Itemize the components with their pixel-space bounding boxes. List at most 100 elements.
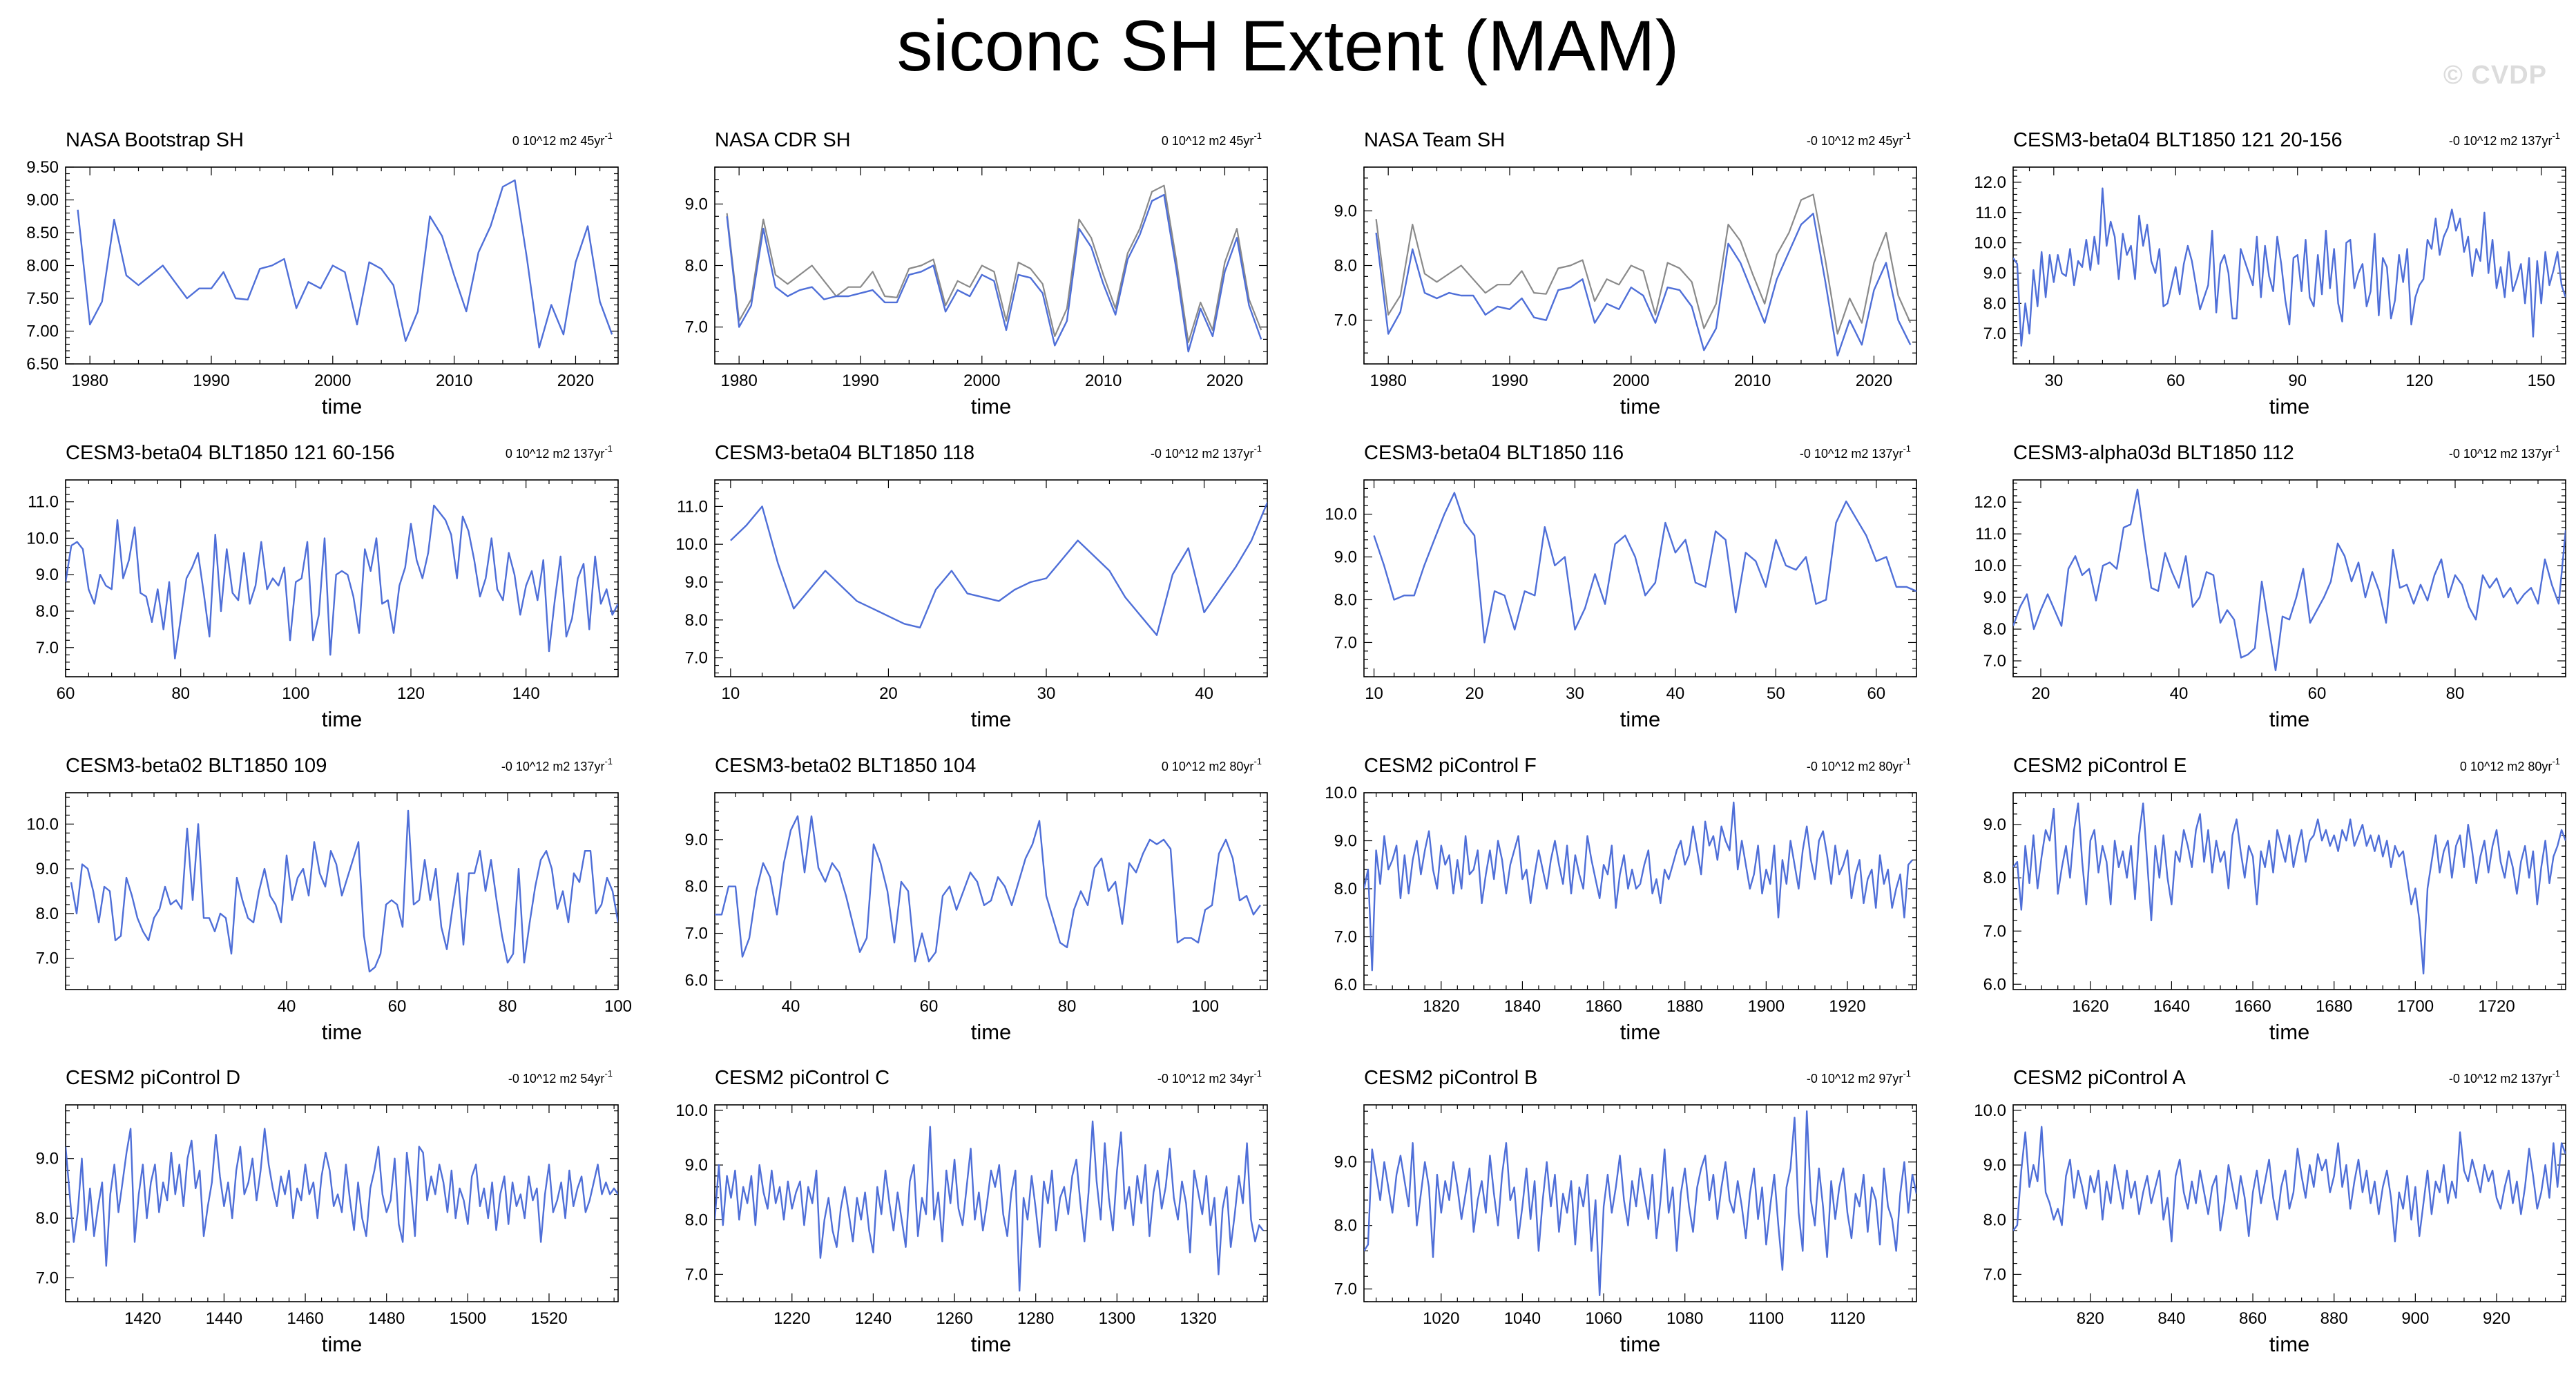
x-tick-label: 2010 <box>436 372 472 390</box>
trend-stat-exponent: -1 <box>1253 756 1262 767</box>
panel-title: CESM3-beta04 BLT1850 118 <box>715 442 974 464</box>
y-tick-label: 8.0 <box>1334 880 1357 898</box>
chart-main-title: siconc SH Extent (MAM) <box>896 6 1680 86</box>
y-tick-label: 7.0 <box>1334 928 1357 947</box>
x-tick-label: 100 <box>1191 997 1219 1016</box>
x-axis-label: time <box>2269 394 2310 418</box>
x-tick-label: 1420 <box>124 1309 161 1328</box>
x-tick-label: 1680 <box>2316 997 2352 1016</box>
panel-trend-stat: 0 10^12 m2 137yr-1 <box>506 443 613 461</box>
x-axis-label: time <box>1620 394 1661 418</box>
x-tick-label: 40 <box>2170 684 2189 703</box>
x-tick-label: 1120 <box>1829 1309 1865 1328</box>
x-tick-label: 40 <box>1195 684 1213 703</box>
x-tick-label: 2000 <box>1613 372 1649 390</box>
x-tick-label: 30 <box>2044 372 2063 390</box>
x-axis-label: time <box>2269 1020 2310 1044</box>
chart-panel-15: CESM2 piControl B -0 10^12 m2 97yr-1 7.0 8.… <box>1334 1067 1917 1356</box>
x-tick-label: 820 <box>2077 1309 2104 1328</box>
trend-stat-exponent: -1 <box>1903 1068 1911 1079</box>
chart-panel-10: CESM3-beta02 BLT1850 104 0 10^12 m2 80yr-… <box>685 755 1268 1044</box>
x-tick-label: 1480 <box>368 1309 405 1328</box>
cvdp-watermark: © CVDP <box>2443 61 2547 90</box>
panel-trend-stat: -0 10^12 m2 45yr-1 <box>1807 131 1911 148</box>
trend-stat-text: -0 10^12 m2 137yr <box>501 760 605 773</box>
chart-panel-2: NASA CDR SH 0 10^12 m2 45yr-1 7.0 8.0 9.0 198… <box>685 129 1268 418</box>
x-axis-label: time <box>971 1332 1012 1356</box>
y-tick-label: 7.0 <box>685 1265 708 1284</box>
y-tick-label: 8.0 <box>1983 869 2006 887</box>
x-tick-label: 40 <box>1666 684 1685 703</box>
trend-stat-exponent: -1 <box>2552 756 2560 767</box>
chart-panel-11: CESM2 piControl F -0 10^12 m2 80yr-1 6.0 7.… <box>1325 755 1917 1044</box>
trend-stat-text: -0 10^12 m2 137yr <box>2449 447 2553 461</box>
y-tick-label: 7.0 <box>36 639 59 657</box>
x-tick-label: 150 <box>2528 372 2555 390</box>
x-tick-label: 900 <box>2401 1309 2429 1328</box>
y-tick-label: 6.0 <box>1983 975 2006 994</box>
plot-frame <box>65 792 619 990</box>
x-tick-label: 50 <box>1767 684 1785 703</box>
x-tick-label: 60 <box>1867 684 1885 703</box>
trend-stat-exponent: -1 <box>604 131 613 141</box>
y-tick-label: 9.0 <box>1983 264 2006 282</box>
x-tick-label: 1440 <box>206 1309 242 1328</box>
panel-title: NASA Bootstrap SH <box>66 129 244 151</box>
y-tick-label: 12.0 <box>1974 493 2006 512</box>
panel-title: NASA Team SH <box>1364 129 1505 151</box>
y-tick-label: 6.0 <box>1334 976 1357 994</box>
x-axis-label: time <box>322 1332 363 1356</box>
chart-panel-3: NASA Team SH -0 10^12 m2 45yr-1 7.0 8.0 9.0 1… <box>1334 129 1917 418</box>
panel-title: CESM2 piControl C <box>715 1067 890 1089</box>
x-tick-label: 1220 <box>773 1309 810 1328</box>
plot-frame <box>1363 792 1917 990</box>
x-tick-label: 2010 <box>1734 372 1771 390</box>
y-tick-label: 9.0 <box>685 1156 708 1175</box>
x-tick-label: 60 <box>2308 684 2327 703</box>
series-line-model <box>70 809 618 973</box>
x-tick-label: 100 <box>282 684 309 703</box>
trend-stat-text: 0 10^12 m2 45yr <box>1162 134 1254 148</box>
y-tick-label: 9.0 <box>36 860 59 878</box>
x-tick-label: 80 <box>1058 997 1077 1016</box>
trend-stat-text: -0 10^12 m2 34yr <box>1157 1072 1254 1086</box>
y-tick-label: 7.0 <box>1983 922 2006 941</box>
x-axis-label: time <box>971 707 1012 731</box>
x-tick-label: 1060 <box>1585 1309 1622 1328</box>
x-tick-label: 30 <box>1037 684 1056 703</box>
plot-frame <box>714 479 1268 677</box>
panel-title: CESM2 piControl E <box>2013 755 2186 777</box>
x-tick-label: 100 <box>604 997 632 1016</box>
y-tick-label: 7.0 <box>36 950 59 968</box>
y-tick-label: 7.0 <box>1983 1265 2006 1284</box>
y-tick-label: 8.00 <box>26 257 59 276</box>
series-line-model <box>1364 801 1914 972</box>
trend-stat-text: 0 10^12 m2 80yr <box>1162 760 1254 773</box>
y-tick-label: 9.0 <box>1334 1153 1357 1172</box>
series-line-model <box>2013 187 2566 347</box>
x-tick-label: 1900 <box>1748 997 1785 1016</box>
y-tick-label: 8.0 <box>36 905 59 923</box>
x-tick-label: 1240 <box>855 1309 892 1328</box>
chart-panel-13: CESM2 piControl D -0 10^12 m2 54yr-1 7.0 8.… <box>36 1067 619 1356</box>
panel-title: CESM2 piControl A <box>2013 1067 2186 1089</box>
plot-frame <box>65 479 619 677</box>
series-line-model <box>1364 1110 1916 1297</box>
y-tick-label: 8.0 <box>1334 257 1357 276</box>
panel-trend-stat: -0 10^12 m2 97yr-1 <box>1807 1068 1911 1086</box>
panel-title: CESM3-beta04 BLT1850 121 60-156 <box>66 442 395 464</box>
y-tick-label: 8.0 <box>685 1211 708 1229</box>
y-tick-label: 9.0 <box>685 831 708 849</box>
x-tick-label: 920 <box>2483 1309 2510 1328</box>
trend-stat-text: -0 10^12 m2 80yr <box>1807 760 1903 773</box>
x-tick-label: 20 <box>879 684 898 703</box>
x-tick-label: 1990 <box>1491 372 1528 390</box>
x-axis-label: time <box>1620 1020 1661 1044</box>
chart-panel-8: CESM3-alpha03d BLT1850 112 -0 10^12 m2 13… <box>1974 442 2566 731</box>
y-tick-label: 9.0 <box>1983 588 2006 607</box>
x-tick-label: 1280 <box>1017 1309 1054 1328</box>
y-tick-label: 6.0 <box>685 971 708 990</box>
x-tick-label: 1520 <box>530 1309 567 1328</box>
chart-panel-12: CESM2 piControl E 0 10^12 m2 80yr-1 6.0 7.0… <box>1983 755 2566 1044</box>
x-tick-label: 1920 <box>1829 997 1865 1016</box>
